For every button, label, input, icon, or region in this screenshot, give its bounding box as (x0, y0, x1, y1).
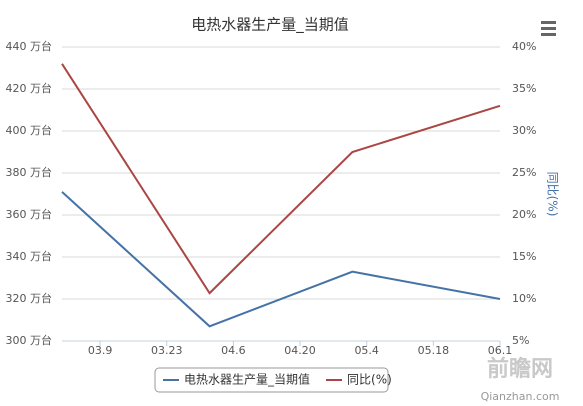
x-tick-label: 06.1 (488, 344, 513, 357)
y-tick-label: 360 万台 (6, 207, 53, 221)
y2-axis-title: 同比(%) (546, 172, 560, 217)
watermark-url: Qianzhan.com (481, 390, 560, 403)
y-tick-label: 440 万台 (6, 39, 53, 53)
x-tick-label: 03.9 (88, 344, 113, 357)
line-series (61, 191, 501, 328)
chart-title: 电热水器生产量_当期值 (191, 16, 349, 35)
menu-bar[interactable] (541, 27, 556, 30)
y2-tick-label: 25% (512, 166, 536, 179)
menu-icon[interactable] (541, 21, 556, 36)
x-tick-label: 04.20 (284, 344, 316, 357)
y-tick-label: 380 万台 (6, 165, 53, 179)
watermark: 前瞻网 (487, 356, 553, 382)
legend-box (154, 367, 389, 393)
y-tick-label: 320 万台 (6, 291, 53, 305)
x-tick-label: 05.18 (418, 344, 450, 357)
x-tick-label: 04.6 (221, 344, 246, 357)
y2-tick-label: 10% (512, 292, 536, 305)
y-tick-label: 300 万台 (6, 333, 53, 347)
legend-label: 电热水器生产量_当期值 (184, 372, 310, 387)
x-tick-label: 05.4 (354, 344, 379, 357)
y2-tick-label: 40% (512, 40, 536, 53)
y-tick-label: 420 万台 (6, 81, 53, 95)
legend-label: 同比(%) (347, 373, 392, 387)
menu-bar[interactable] (541, 33, 556, 36)
y2-tick-label: 30% (512, 124, 536, 137)
y2-tick-label: 35% (512, 82, 536, 95)
x-tick-label: 03.23 (151, 344, 183, 357)
y-tick-label: 340 万台 (6, 249, 53, 263)
line-series (61, 63, 501, 295)
y2-tick-label: 20% (512, 208, 536, 221)
y2-tick-label: 5% (512, 334, 529, 347)
menu-bar[interactable] (541, 21, 556, 24)
y-tick-label: 400 万台 (6, 123, 53, 137)
y2-tick-label: 15% (512, 250, 536, 263)
